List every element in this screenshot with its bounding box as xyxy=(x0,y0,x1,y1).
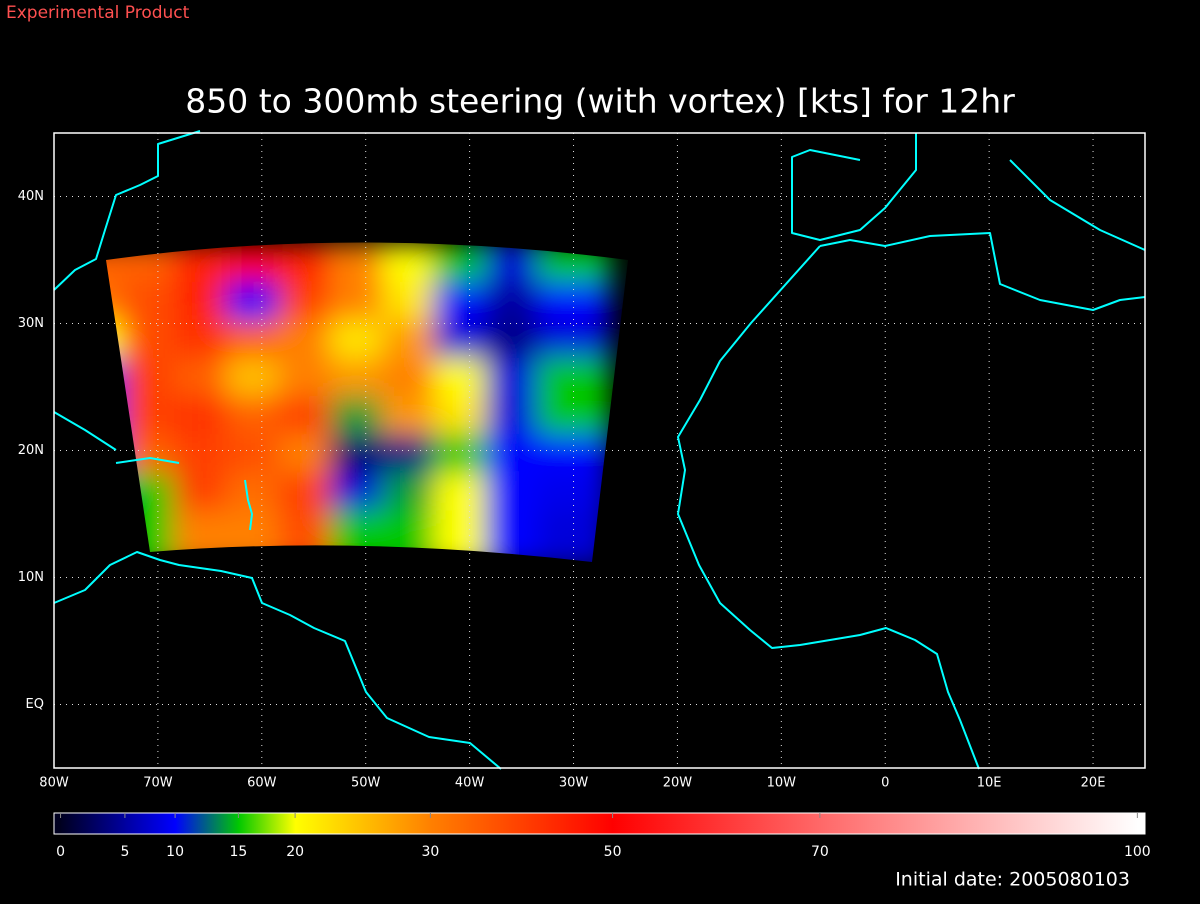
colorbar-segment xyxy=(175,813,239,834)
colorbar-end xyxy=(1137,813,1145,834)
x-tick-label: 20E xyxy=(1081,776,1106,791)
initial-date: Initial date: 2005080103 xyxy=(895,869,1130,891)
colorbar-tick-label: 10 xyxy=(166,844,184,860)
colorbar-tick-label: 20 xyxy=(286,844,304,860)
colorbar-frame xyxy=(53,812,1146,835)
y-tick-label: 40N xyxy=(18,189,44,204)
colorbar: 0 5 10 15 20 30 50 70 100 xyxy=(53,812,1151,860)
colorbar-tick-label: 0 xyxy=(56,844,65,860)
chart-title: 850 to 300mb steering (with vortex) [kts… xyxy=(185,82,1015,121)
coastline xyxy=(1009,159,1146,251)
colorbar-tick-label: 50 xyxy=(604,844,622,860)
colorbar-end xyxy=(54,813,61,834)
colorbar-segment xyxy=(238,813,296,834)
colorbar-tick-label: 15 xyxy=(229,844,247,860)
colorbar-segment xyxy=(430,813,614,834)
x-tick-label: 0 xyxy=(881,776,889,791)
colorbar-tick-label: 70 xyxy=(811,844,829,860)
y-tick-label: 20N xyxy=(18,443,44,458)
x-tick-label: 20W xyxy=(663,776,693,791)
x-tick-label: 80W xyxy=(39,776,69,791)
colorbar-segment xyxy=(60,813,126,834)
colorbar-tick-label: 30 xyxy=(421,844,439,860)
x-tick-label: 30W xyxy=(559,776,589,791)
coastline xyxy=(791,133,917,241)
coastlines xyxy=(53,130,1146,770)
colorbar-segment xyxy=(295,813,431,834)
colorbar-segment xyxy=(124,813,176,834)
coastline xyxy=(115,457,180,464)
y-tick-label: 30N xyxy=(18,316,44,331)
x-tick-label: 10E xyxy=(977,776,1002,791)
colorbar-tick-label: 100 xyxy=(1124,844,1151,860)
coastline xyxy=(677,245,980,770)
y-tick-label: 10N xyxy=(18,570,44,585)
coastline xyxy=(244,479,253,531)
field xyxy=(106,243,610,562)
y-tick-label: EQ xyxy=(26,697,44,712)
x-tick-label: 70W xyxy=(143,776,173,791)
coastline xyxy=(53,551,502,770)
colorbar-tick-label: 5 xyxy=(120,844,129,860)
x-tick-label: 50W xyxy=(351,776,381,791)
coastline xyxy=(53,130,201,291)
x-tick-label: 10W xyxy=(767,776,797,791)
coastline xyxy=(53,411,117,451)
plot-frame xyxy=(53,132,1146,769)
colorbar-segment xyxy=(819,813,1138,834)
x-tick-label: 40W xyxy=(455,776,485,791)
experimental-label: Experimental Product xyxy=(6,3,190,23)
field-cells xyxy=(106,243,610,562)
coastline xyxy=(819,232,1146,311)
colorbar-segment xyxy=(612,813,821,834)
x-tick-label: 60W xyxy=(247,776,277,791)
